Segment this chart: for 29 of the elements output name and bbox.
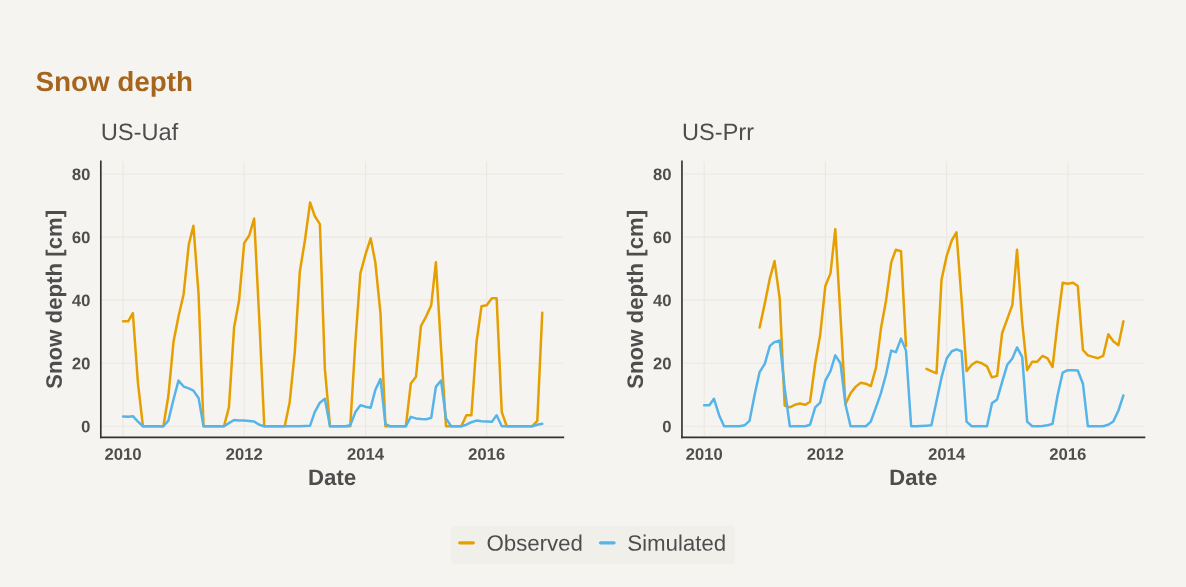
x-tick-label: 2016 — [1049, 448, 1086, 460]
x-tick-label: 2010 — [105, 448, 141, 460]
y-tick-label: 20 — [72, 357, 90, 370]
line-series — [121, 377, 544, 428]
y-tick-label: 0 — [81, 420, 90, 433]
chart-subtitle: US-Prr — [683, 123, 754, 141]
chart-subtitle: US-Uaf — [102, 122, 179, 141]
x-axis-title: Date — [890, 469, 937, 486]
y-tick-label: 0 — [662, 420, 671, 433]
y-tick-label: 40 — [72, 294, 90, 307]
x-tick-label: 2014 — [928, 448, 966, 460]
y-tick-label: 80 — [653, 168, 671, 181]
legend-label: Observed — [487, 534, 582, 551]
x-tick-label: 2012 — [226, 448, 263, 460]
x-axis-title: Date — [309, 469, 356, 486]
x-tick-label: 2014 — [347, 448, 384, 460]
x-tick-label: 2016 — [468, 448, 505, 460]
y-tick-label: 80 — [72, 168, 90, 181]
y-axis-title: Snow depth [cm] — [45, 211, 67, 389]
chart-title: Snow depth — [36, 70, 192, 97]
y-tick-label: 60 — [653, 231, 671, 244]
y-tick-label: 40 — [653, 294, 671, 307]
legend-label: Simulated — [628, 534, 725, 551]
y-axis-title: Snow depth [cm] — [626, 211, 648, 389]
line-series — [702, 337, 1125, 428]
x-tick-label: 2010 — [686, 448, 723, 460]
y-tick-label: 20 — [653, 357, 671, 370]
x-tick-label: 2012 — [807, 448, 844, 460]
y-tick-label: 60 — [72, 231, 90, 244]
